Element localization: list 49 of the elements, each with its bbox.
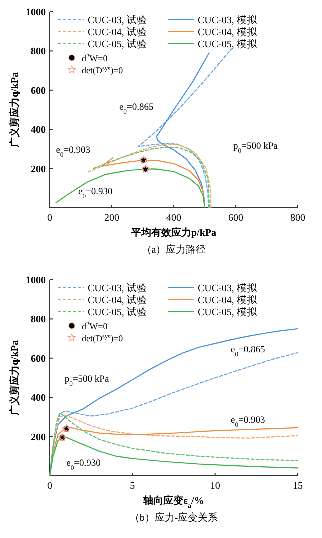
y-tick-label: 200: [31, 164, 46, 176]
legend-label: CUC-04, 试验: [88, 294, 147, 306]
annotation: p$_{0}$=500 kPa: [234, 142, 279, 155]
x-tick-label: 0: [48, 213, 52, 224]
x-tick-label: 400: [166, 213, 182, 224]
y-tick-label: 600: [31, 86, 46, 97]
annotation: e$_{0}$=0.903: [231, 416, 266, 429]
x-tick-label: 0: [48, 481, 52, 492]
x-axis-title: 平均有效应力p/kPa: [130, 227, 217, 239]
legend-label: d$^{2}$W=0: [82, 53, 108, 64]
y-tick-label: 1000: [26, 276, 46, 286]
legend-label: CUC-03, 模拟: [198, 14, 258, 26]
y-tick-label: 600: [31, 354, 46, 365]
legend-label: CUC-05, 试验: [88, 38, 147, 50]
annotation: e$_{0}$=0.903: [56, 146, 91, 159]
legend-label: CUC-05, 试验: [88, 306, 147, 318]
legend-label: CUC-05, 模拟: [198, 38, 258, 50]
x-axis-title: 轴向应变ε$_{a}$/%: [142, 495, 204, 510]
legend-label: det(D$^{sys}$)=0: [82, 333, 124, 344]
y-tick-label: 1000: [26, 8, 46, 18]
annotation: e$_{0}$=0.930: [66, 459, 102, 472]
annotation: e$_{0}$=0.865: [231, 346, 266, 358]
legend-label: det(D$^{sys}$)=0: [82, 65, 124, 76]
annotation: e$_{0}$=0.930: [78, 187, 114, 200]
legend-label: CUC-04, 模拟: [198, 26, 258, 38]
legend-label: CUC-03, 模拟: [198, 282, 258, 294]
legend-label: CUC-05, 模拟: [198, 306, 258, 318]
x-tick-label: 15: [293, 481, 303, 492]
x-tick-label: 5: [130, 481, 136, 492]
x-tick-label: 200: [104, 213, 120, 224]
x-tick-label: 10: [210, 481, 220, 492]
y-axis-title: 广义剪应力q/kPa: [9, 340, 21, 417]
legend-label: CUC-04, 模拟: [198, 294, 258, 306]
legend-label: CUC-03, 试验: [88, 282, 147, 294]
legend-label: CUC-03, 试验: [88, 14, 147, 26]
y-tick-label: 800: [31, 46, 46, 58]
annotation: p$_{0}$=500 kPa: [64, 374, 110, 388]
x-tick-label: 600: [228, 213, 244, 224]
text: （a）应力路径: [142, 244, 206, 256]
y-axis-title: 广义剪应力q/kPa: [9, 72, 21, 149]
text: （b）应力-应变关系: [130, 512, 218, 524]
legend-label: d$^{2}$W=0: [82, 321, 108, 332]
y-tick-label: 400: [31, 393, 46, 404]
y-tick-label: 800: [31, 314, 46, 326]
legend-label: CUC-04, 试验: [88, 26, 147, 38]
y-tick-label: 400: [31, 125, 46, 136]
y-tick-label: 200: [31, 432, 46, 444]
x-tick-label: 800: [290, 213, 306, 224]
annotation: e$_{0}$=0.865: [119, 103, 154, 116]
